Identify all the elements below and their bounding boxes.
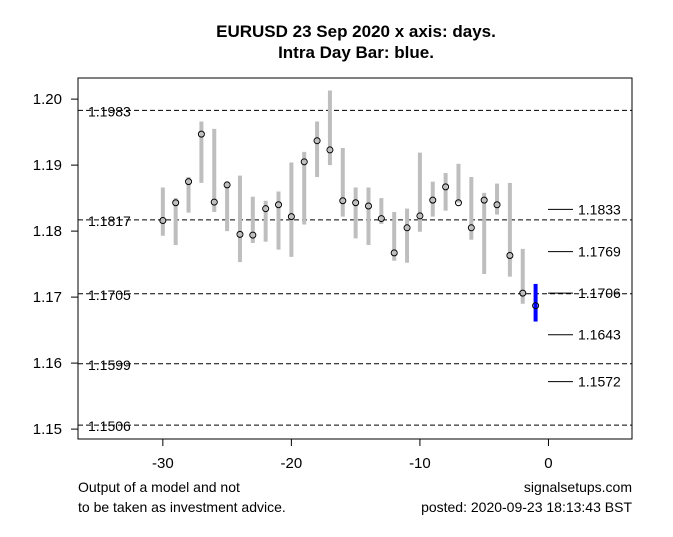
daily-close-point [223,181,231,189]
historical-level-label: 1.1983 [88,103,131,119]
x-tick-label: -20 [281,455,303,472]
daily-close-point [429,196,437,204]
x-tick-label: 0 [544,455,552,472]
historical-level-label: 1.1705 [88,287,131,303]
y-tick-label: 1.19 [33,157,62,174]
daily-close-point [519,289,527,297]
intraday-bar-group [532,283,540,322]
historical-level-label: 1.1599 [88,357,131,373]
daily-close-point [172,199,180,207]
daily-close-point [352,199,360,207]
daily-close-point [390,249,398,257]
y-tick-label: 1.20 [33,91,62,108]
y-tick-label: 1.17 [33,289,62,306]
projected-level-label: 1.1572 [578,374,621,390]
daily-close-point [313,137,321,145]
daily-close-point [287,213,295,221]
historical-levels: 1.1983 1.1817 1.1705 1.1599 1.1506 [78,103,632,434]
x-axis: -30 -20 -10 0 [152,439,553,472]
daily-close-point [416,212,424,220]
daily-close-point [326,146,334,154]
daily-close-point [403,224,411,232]
daily-close-point [454,199,462,207]
x-tick-label: -30 [152,455,174,472]
disclaimer-line-2: to be taken as investment advice. [78,499,286,515]
disclaimer-line-1: Output of a model and not [78,479,240,495]
daily-close-point [364,202,372,210]
projected-levels: 1.1833 1.1769 1.1706 1.1643 1.1572 [548,201,621,390]
daily-close-point [442,183,450,191]
projected-level-label: 1.1833 [578,201,621,217]
y-tick-label: 1.16 [33,355,62,372]
historical-level-label: 1.1817 [88,213,131,229]
daily-close-point [493,201,501,209]
daily-close-point [210,198,218,206]
daily-close-point [480,196,488,204]
chart-title-line-1: EURUSD 23 Sep 2020 x axis: days. [216,22,496,41]
y-tick-label: 1.18 [33,223,62,240]
daily-close-point [262,205,270,213]
y-axis: 1.20 1.19 1.18 1.17 1.16 1.15 [33,91,78,438]
daily-close-point [236,230,244,238]
daily-close-point [506,252,514,260]
daily-bars [159,90,527,304]
chart-title-line-2: Intra Day Bar: blue. [278,43,434,62]
posted-timestamp: posted: 2020-09-23 18:13:43 BST [421,499,632,515]
plot-frame [77,77,633,440]
daily-close-point [275,201,283,209]
projected-level-label: 1.1769 [578,244,621,260]
projected-level-label: 1.1706 [578,285,621,301]
daily-close-point [159,217,167,225]
daily-close-point [377,215,385,223]
daily-close-point [339,197,347,205]
historical-level-label: 1.1506 [88,418,131,434]
site-link[interactable]: signalsetups.com [524,479,632,495]
daily-close-point [197,130,205,138]
y-tick-label: 1.15 [33,421,62,438]
daily-close-point [185,178,193,186]
daily-close-point [249,231,257,239]
intraday-close-point [532,302,540,310]
projected-level-label: 1.1643 [578,327,621,343]
x-tick-label: -10 [409,455,431,472]
daily-close-point [300,158,308,166]
daily-close-point [467,224,475,232]
